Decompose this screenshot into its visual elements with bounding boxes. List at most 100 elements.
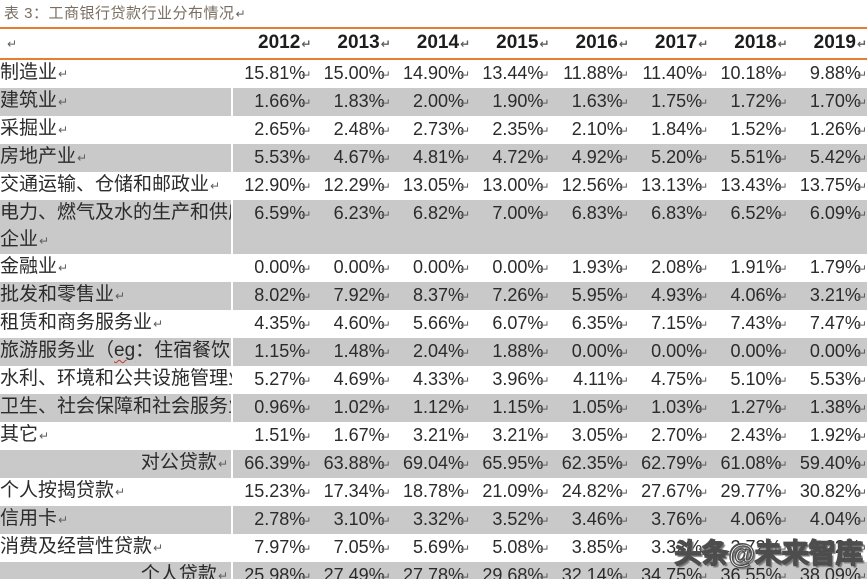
pilcrow-mark: ↵	[301, 208, 312, 222]
value-cell: 1.70%↵	[787, 88, 867, 116]
value-text: 2.78%	[254, 509, 306, 529]
value-cell: 7.26%↵	[470, 282, 550, 310]
pilcrow-mark: ↵	[777, 152, 788, 166]
value-cell: 1.12%↵	[390, 394, 471, 422]
pilcrow-mark: ↵	[301, 486, 312, 500]
value-cell: 2.48%↵	[311, 116, 391, 144]
year-header-text: 2019	[813, 32, 856, 53]
value-text: 0.96%	[254, 397, 306, 417]
watermark: 头条@未来智库	[674, 538, 864, 569]
pilcrow-mark: ↵	[856, 262, 867, 276]
value-text: 1.15%	[254, 341, 306, 361]
value-cell: 21.09%↵	[470, 478, 549, 506]
pilcrow-mark: ↵	[777, 262, 788, 276]
pilcrow-mark: ↵	[7, 37, 18, 51]
pilcrow-mark: ↵	[856, 152, 867, 166]
pilcrow-mark: ↵	[58, 261, 69, 275]
value-cell: 4.35%↵	[232, 310, 311, 338]
pilcrow-mark: ↵	[856, 290, 867, 304]
value-cell: 3.32%↵	[390, 506, 471, 534]
row-label-text: 水利、环境和公共设施管理业	[0, 368, 232, 389]
pilcrow-mark: ↵	[618, 542, 629, 556]
pilcrow-mark: ↵	[301, 68, 312, 82]
pilcrow-mark: ↵	[39, 429, 50, 443]
value-cell: 17.34%↵	[311, 478, 391, 506]
pilcrow-mark: ↵	[460, 430, 471, 444]
table-row: 房地产业↵ 5.53%↵ 4.67%↵ 4.81%↵ 4.72%↵ 4.92%↵ 5.20%…	[0, 144, 867, 172]
value-text: 6.59%	[254, 203, 306, 223]
value-text: 3.32%	[413, 509, 465, 529]
pilcrow-mark: ↵	[618, 570, 629, 579]
value-text: 12.90%	[244, 175, 306, 195]
pilcrow-mark: ↵	[618, 262, 629, 276]
value-cell: 1.67%↵	[311, 422, 391, 450]
value-text: 6.83%	[571, 203, 623, 223]
value-cell: 2.43%↵	[708, 422, 788, 450]
pilcrow-mark: ↵	[460, 514, 471, 528]
pilcrow-mark: ↵	[698, 208, 709, 222]
pilcrow-mark: ↵	[539, 318, 550, 332]
pilcrow-mark: ↵	[301, 402, 312, 416]
value-text: 1.90%	[492, 91, 544, 111]
pilcrow-mark: ↵	[380, 290, 391, 304]
row-label: 电力、燃气及水的生产和供应↵企业↵	[0, 200, 232, 254]
value-text: 2.08%	[651, 257, 703, 277]
value-text: 0.00%	[413, 257, 465, 277]
value-text: 4.72%	[492, 147, 544, 167]
pilcrow-mark: ↵	[539, 208, 550, 222]
pilcrow-mark: ↵	[777, 318, 788, 332]
value-text: 3.10%	[333, 509, 385, 529]
value-cell: 25.98%↵	[230, 562, 312, 579]
value-text: 62.79%	[641, 453, 703, 473]
pilcrow-mark: ↵	[115, 289, 126, 303]
value-cell: 7.05%↵	[311, 534, 391, 562]
value-cell: 5.42%↵	[787, 144, 867, 172]
pilcrow-mark: ↵	[380, 96, 391, 110]
pilcrow-mark: ↵	[698, 290, 709, 304]
value-cell: 0.00%↵	[628, 338, 709, 366]
value-cell: 4.04%↵	[787, 506, 867, 534]
pilcrow-mark: ↵	[777, 208, 788, 222]
pilcrow-mark: ↵	[777, 68, 788, 82]
value-text: 34.75%	[641, 565, 703, 579]
pilcrow-mark: ↵	[777, 37, 788, 51]
value-cell: 5.66%↵	[391, 310, 470, 338]
row-label: 水利、环境和公共设施管理业↵	[0, 366, 232, 394]
value-text: 2.00%	[413, 91, 465, 111]
pilcrow-mark: ↵	[698, 402, 709, 416]
row-label-text: 企业	[0, 229, 39, 250]
pilcrow-mark: ↵	[460, 542, 471, 556]
value-text: 63.88%	[323, 453, 385, 473]
value-cell: 5.20%↵	[628, 144, 709, 172]
row-label-text: 批发和零售业	[0, 284, 115, 305]
table-caption: 表 3：工商银行贷款行业分布情况↵	[0, 0, 867, 27]
pilcrow-mark: ↵	[856, 96, 867, 110]
pilcrow-mark: ↵	[539, 37, 550, 51]
value-cell: 7.97%↵	[232, 534, 311, 562]
row-label-text: 对公贷款	[140, 452, 217, 473]
value-cell: 1.27%↵	[708, 394, 788, 422]
pilcrow-mark: ↵	[618, 290, 629, 304]
pilcrow-mark: ↵	[618, 68, 629, 82]
row-label: 其它↵	[0, 422, 232, 450]
table-body: 制造业↵ 15.81%↵ 15.00%↵ 14.90%↵ 13.44%↵ 11.88%↵ 1…	[0, 59, 867, 579]
pilcrow-mark: ↵	[856, 514, 867, 528]
value-text: 1.02%	[333, 397, 385, 417]
value-cell: 2.10%↵	[550, 116, 629, 144]
value-cell: 4.06%↵	[708, 506, 788, 534]
table-row: 信用卡↵ 2.78%↵ 3.10%↵ 3.32%↵ 3.52%↵ 3.46%↵ 3.76%↵…	[0, 506, 867, 534]
pilcrow-mark: ↵	[301, 37, 312, 51]
row-label-text: 建筑业	[0, 90, 58, 111]
value-cell: 3.52%↵	[470, 506, 550, 534]
pilcrow-mark: ↵	[58, 513, 69, 527]
value-text: 2.43%	[730, 425, 782, 445]
value-cell: 1.48%↵	[311, 338, 391, 366]
value-cell: 2.78%↵	[230, 506, 312, 534]
pilcrow-mark: ↵	[777, 346, 788, 360]
pilcrow-mark: ↵	[698, 430, 709, 444]
pilcrow-mark: ↵	[539, 68, 550, 82]
pilcrow-mark: ↵	[460, 374, 471, 388]
value-text: 3.32%	[651, 537, 703, 557]
table-row: 建筑业↵ 1.66%↵ 1.83%↵ 2.00%↵ 1.90%↵ 1.63%↵ 1.75%↵…	[0, 88, 867, 116]
